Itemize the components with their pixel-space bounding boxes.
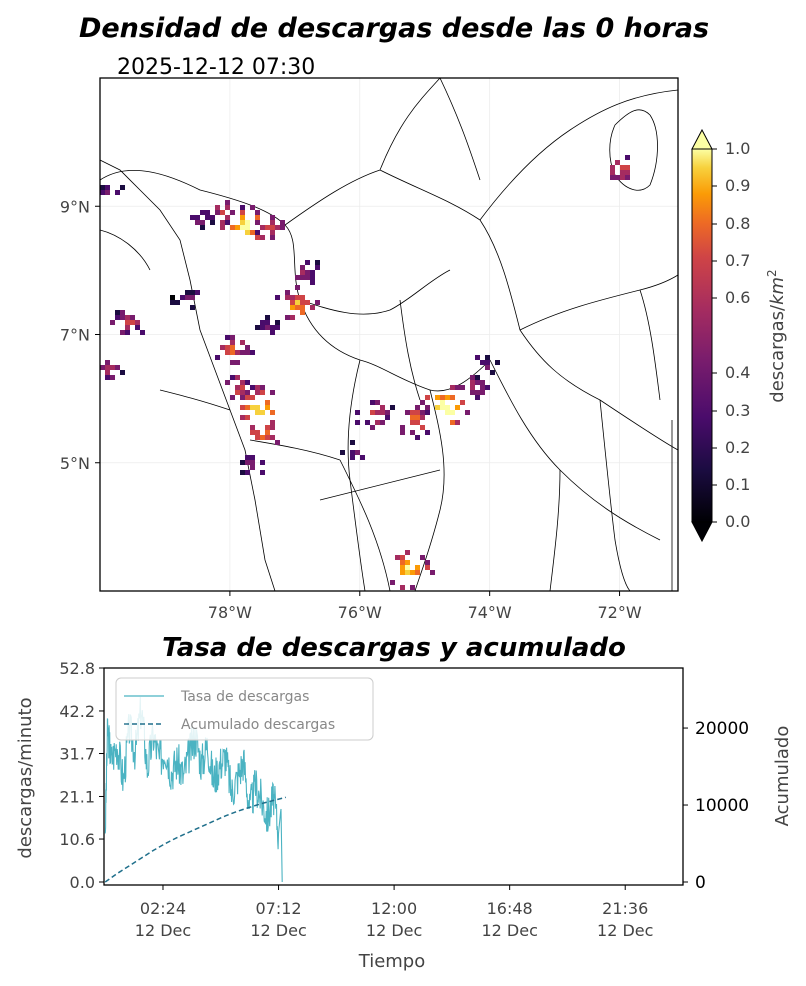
ts-x-tick-label: 12 Dec bbox=[250, 921, 306, 940]
map-subtitle: 2025-12-12 07:30 bbox=[117, 55, 315, 80]
map-x-tick-label: 74°W bbox=[468, 603, 512, 622]
map-x-tick-label: 72°W bbox=[597, 603, 641, 622]
timeseries-y-label: descargas/minuto bbox=[15, 697, 36, 858]
colorbar-tick-label: 0.2 bbox=[725, 438, 750, 457]
ts-y-tick-label: 42.2 bbox=[59, 702, 95, 721]
ts-y-right-tick-label: 10000 bbox=[695, 796, 749, 816]
colorbar-tick-label: 0.6 bbox=[725, 288, 750, 307]
map-x-tick-label: 76°W bbox=[338, 603, 382, 622]
ts-y-tick-label: 21.1 bbox=[59, 787, 95, 806]
colorbar-label: descargas/km2 bbox=[765, 269, 788, 402]
ts-y-tick-label: 52.8 bbox=[59, 659, 95, 678]
density-cluster bbox=[240, 455, 265, 475]
density-cluster bbox=[255, 215, 285, 240]
density-cluster bbox=[250, 420, 280, 445]
colorbar-tick-label: 0.3 bbox=[725, 401, 750, 420]
density-cluster bbox=[100, 185, 125, 195]
colorbar-ticks: 0.0 0.1 0.2 0.3 0.4 0.6 0.7 0.8 0.9 1.0 bbox=[712, 139, 750, 531]
map-borders bbox=[100, 78, 678, 591]
colorbar-tick-label: 0.8 bbox=[725, 214, 750, 233]
density-cluster bbox=[295, 260, 320, 285]
map-x-ticks: 78°W 76°W 74°W 72°W bbox=[208, 591, 642, 622]
map-title: Densidad de descargas desde las 0 horas bbox=[79, 13, 709, 44]
timeseries-x-ticks: 02:24 12 Dec 07:12 12 Dec 12:00 12 Dec 16:48 12… bbox=[135, 885, 653, 940]
timeseries-legend: Tasa de descargas Acumulado descargas bbox=[115, 677, 374, 741]
colorbar-tick-label: 0.1 bbox=[725, 475, 750, 494]
density-cluster bbox=[220, 205, 265, 240]
density-cluster bbox=[355, 400, 395, 430]
ts-x-tick-label: 12 Dec bbox=[135, 921, 191, 940]
ts-x-tick-label: 07:12 bbox=[255, 899, 301, 918]
colorbar-tick-label: 1.0 bbox=[725, 139, 750, 158]
colorbar-extend-min bbox=[691, 521, 713, 543]
ts-x-tick-label: 02:24 bbox=[140, 899, 186, 918]
density-cluster bbox=[225, 375, 260, 400]
density-cluster bbox=[275, 285, 320, 320]
colorbar-tick-label: 0.4 bbox=[725, 363, 750, 382]
ts-y-tick-label: 31.7 bbox=[59, 745, 95, 764]
ts-x-tick-label: 21:36 bbox=[602, 899, 648, 918]
ts-y-tick-label: 0.0 bbox=[70, 873, 95, 892]
timeseries-y-label-right: Acumulado bbox=[772, 726, 793, 827]
density-cluster bbox=[190, 210, 215, 230]
map-y-tick-label: 7°N bbox=[60, 326, 90, 345]
density-cluster bbox=[400, 405, 430, 440]
ts-y-right-tick-label: 20000 bbox=[695, 719, 749, 739]
density-cluster bbox=[240, 385, 275, 420]
map-y-ticks: 5°N 7°N 9°N bbox=[60, 197, 100, 473]
density-cluster bbox=[100, 360, 125, 380]
density-cluster bbox=[475, 355, 500, 375]
series-cumulative-line bbox=[104, 796, 286, 883]
colorbar-tick-label: 0.9 bbox=[725, 176, 750, 195]
density-cluster bbox=[610, 155, 630, 180]
colorbar-tick-label: 0.0 bbox=[725, 512, 750, 531]
lightning-density-clusters bbox=[100, 155, 630, 590]
density-cluster bbox=[170, 290, 200, 310]
map-y-tick-label: 5°N bbox=[60, 454, 90, 473]
colorbar-tick-label: 0.7 bbox=[725, 251, 750, 270]
density-cluster bbox=[390, 550, 435, 590]
density-cluster bbox=[110, 310, 145, 335]
ts-x-tick-label: 12 Dec bbox=[481, 921, 537, 940]
timeseries-left-y-ticks: 0.0 10.6 21.1 31.7 42.2 52.8 bbox=[59, 659, 104, 892]
density-cluster bbox=[460, 375, 490, 400]
legend-entry-cumulative: Acumulado descargas bbox=[181, 717, 335, 733]
ts-x-tick-label: 12:00 bbox=[371, 899, 417, 918]
ts-x-tick-label: 12 Dec bbox=[597, 921, 653, 940]
map-plot-area bbox=[100, 78, 678, 591]
map-y-tick-label: 9°N bbox=[60, 197, 90, 216]
density-cluster bbox=[420, 385, 470, 425]
timeseries-right-y-ticks: 0 10000 20000 bbox=[683, 719, 749, 893]
density-cluster bbox=[255, 315, 280, 335]
ts-x-tick-label: 16:48 bbox=[487, 899, 533, 918]
ts-y-tick-label: 10.6 bbox=[59, 830, 95, 849]
colorbar-gradient bbox=[692, 149, 712, 522]
ts-y-right-tick-label: 0 bbox=[695, 873, 706, 893]
density-cluster bbox=[215, 335, 255, 365]
density-cluster bbox=[340, 440, 365, 460]
timeseries-x-label: Tiempo bbox=[358, 951, 426, 972]
colorbar: 0.0 0.1 0.2 0.3 0.4 0.6 0.7 0.8 0.9 1.0 descargas… bbox=[691, 128, 788, 543]
map-x-tick-label: 78°W bbox=[208, 603, 252, 622]
ts-x-tick-label: 12 Dec bbox=[366, 921, 422, 940]
colorbar-extend-max bbox=[691, 128, 713, 150]
timeseries-title: Tasa de descargas y acumulado bbox=[162, 633, 626, 663]
legend-entry-rate: Tasa de descargas bbox=[180, 689, 309, 705]
